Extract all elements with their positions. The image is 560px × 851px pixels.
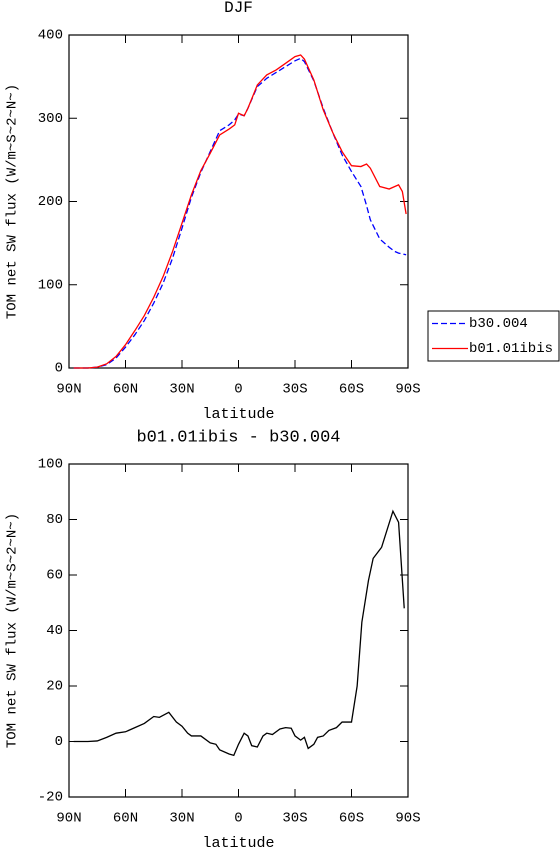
x-tick-label: 0 [234,382,242,398]
y-tick-label: 400 [38,28,63,44]
x-tick-label: 90N [56,811,81,827]
x-axis-label: latitude [202,406,274,423]
y-tick-label: 300 [38,111,63,127]
y-tick-label: 60 [46,568,63,584]
data-line [73,57,407,369]
x-tick-label: 60S [339,811,364,827]
x-tick-label: 30N [169,811,194,827]
x-axis-label: latitude [202,835,274,851]
x-tick-label: 90S [395,382,420,398]
y-tick-label: 0 [55,734,63,750]
data-line [73,54,407,369]
x-tick-label: 60N [113,382,138,398]
y-tick-label: 80 [46,512,63,528]
x-tick-label: 30N [169,382,194,398]
y-tick-label: 20 [46,679,63,695]
chart-title: DJF [224,0,253,17]
y-tick-label: 100 [38,277,63,293]
plot-frame [68,34,409,369]
y-tick-label: 200 [38,194,63,210]
legend-box [427,310,560,362]
x-tick-label: 90S [395,811,420,827]
data-line [73,509,405,757]
y-tick-label: 100 [38,457,63,473]
plot-frame [68,463,409,798]
legend-label: b30.004 [469,316,528,332]
y-tick-label: -20 [38,790,63,806]
x-tick-label: 60S [339,382,364,398]
x-tick-label: 30S [282,382,307,398]
y-tick-label: 40 [46,623,63,639]
y-tick-label: 0 [55,361,63,377]
x-tick-label: 30S [282,811,307,827]
y-axis-label: TOM net SW flux (W/m~S~2~N~) [5,84,21,319]
x-tick-label: 90N [56,382,81,398]
y-axis-label: TOM net SW flux (W/m~S~2~N~) [5,513,21,748]
x-tick-label: 0 [234,811,242,827]
legend-label: b01.01ibis [469,341,553,357]
x-tick-label: 60N [113,811,138,827]
chart-title: b01.01ibis - b30.004 [136,428,340,447]
